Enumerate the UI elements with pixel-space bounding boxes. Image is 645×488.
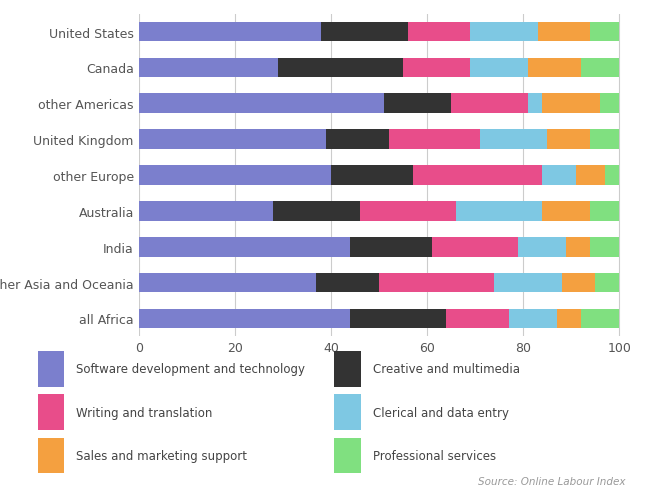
Bar: [456, 202, 542, 222]
Bar: [446, 309, 509, 329]
Bar: [451, 94, 528, 114]
Bar: [360, 202, 456, 222]
Bar: [334, 351, 361, 387]
Bar: [605, 166, 619, 185]
Bar: [542, 202, 590, 222]
Bar: [494, 273, 562, 293]
Bar: [37, 351, 64, 387]
Bar: [542, 166, 576, 185]
Bar: [139, 23, 321, 42]
Bar: [139, 59, 278, 78]
Bar: [470, 59, 528, 78]
Bar: [139, 166, 331, 185]
Bar: [470, 23, 537, 42]
Bar: [547, 130, 590, 150]
Bar: [557, 309, 580, 329]
Bar: [566, 237, 590, 257]
Bar: [576, 166, 605, 185]
Bar: [408, 23, 470, 42]
Bar: [388, 130, 480, 150]
Bar: [334, 438, 361, 473]
Bar: [379, 273, 494, 293]
Bar: [519, 237, 566, 257]
Text: Source: Online Labour Index: Source: Online Labour Index: [478, 476, 626, 486]
Bar: [580, 59, 619, 78]
Bar: [139, 202, 273, 222]
Bar: [432, 237, 519, 257]
Bar: [595, 273, 619, 293]
Text: Software development and technology: Software development and technology: [76, 363, 305, 376]
Bar: [590, 130, 619, 150]
Bar: [139, 237, 350, 257]
Bar: [542, 94, 600, 114]
Bar: [509, 309, 557, 329]
Bar: [600, 94, 619, 114]
Bar: [278, 59, 403, 78]
Bar: [384, 94, 451, 114]
Bar: [139, 94, 384, 114]
Text: Sales and marketing support: Sales and marketing support: [76, 449, 247, 462]
Bar: [321, 23, 408, 42]
Bar: [273, 202, 360, 222]
Bar: [37, 394, 64, 430]
Text: Professional services: Professional services: [373, 449, 496, 462]
Bar: [350, 309, 446, 329]
Text: Writing and translation: Writing and translation: [76, 406, 213, 419]
Bar: [317, 273, 379, 293]
Bar: [528, 59, 580, 78]
Bar: [590, 237, 619, 257]
Bar: [37, 438, 64, 473]
Bar: [331, 166, 413, 185]
Bar: [480, 130, 547, 150]
Bar: [326, 130, 388, 150]
Bar: [139, 273, 317, 293]
Text: Clerical and data entry: Clerical and data entry: [373, 406, 509, 419]
Bar: [580, 309, 619, 329]
Text: Creative and multimedia: Creative and multimedia: [373, 363, 520, 376]
Bar: [537, 23, 590, 42]
Bar: [590, 202, 619, 222]
Bar: [139, 130, 326, 150]
Bar: [334, 394, 361, 430]
Bar: [562, 273, 595, 293]
Bar: [403, 59, 470, 78]
Bar: [139, 309, 350, 329]
Bar: [590, 23, 619, 42]
Bar: [413, 166, 542, 185]
Bar: [528, 94, 542, 114]
Bar: [350, 237, 432, 257]
